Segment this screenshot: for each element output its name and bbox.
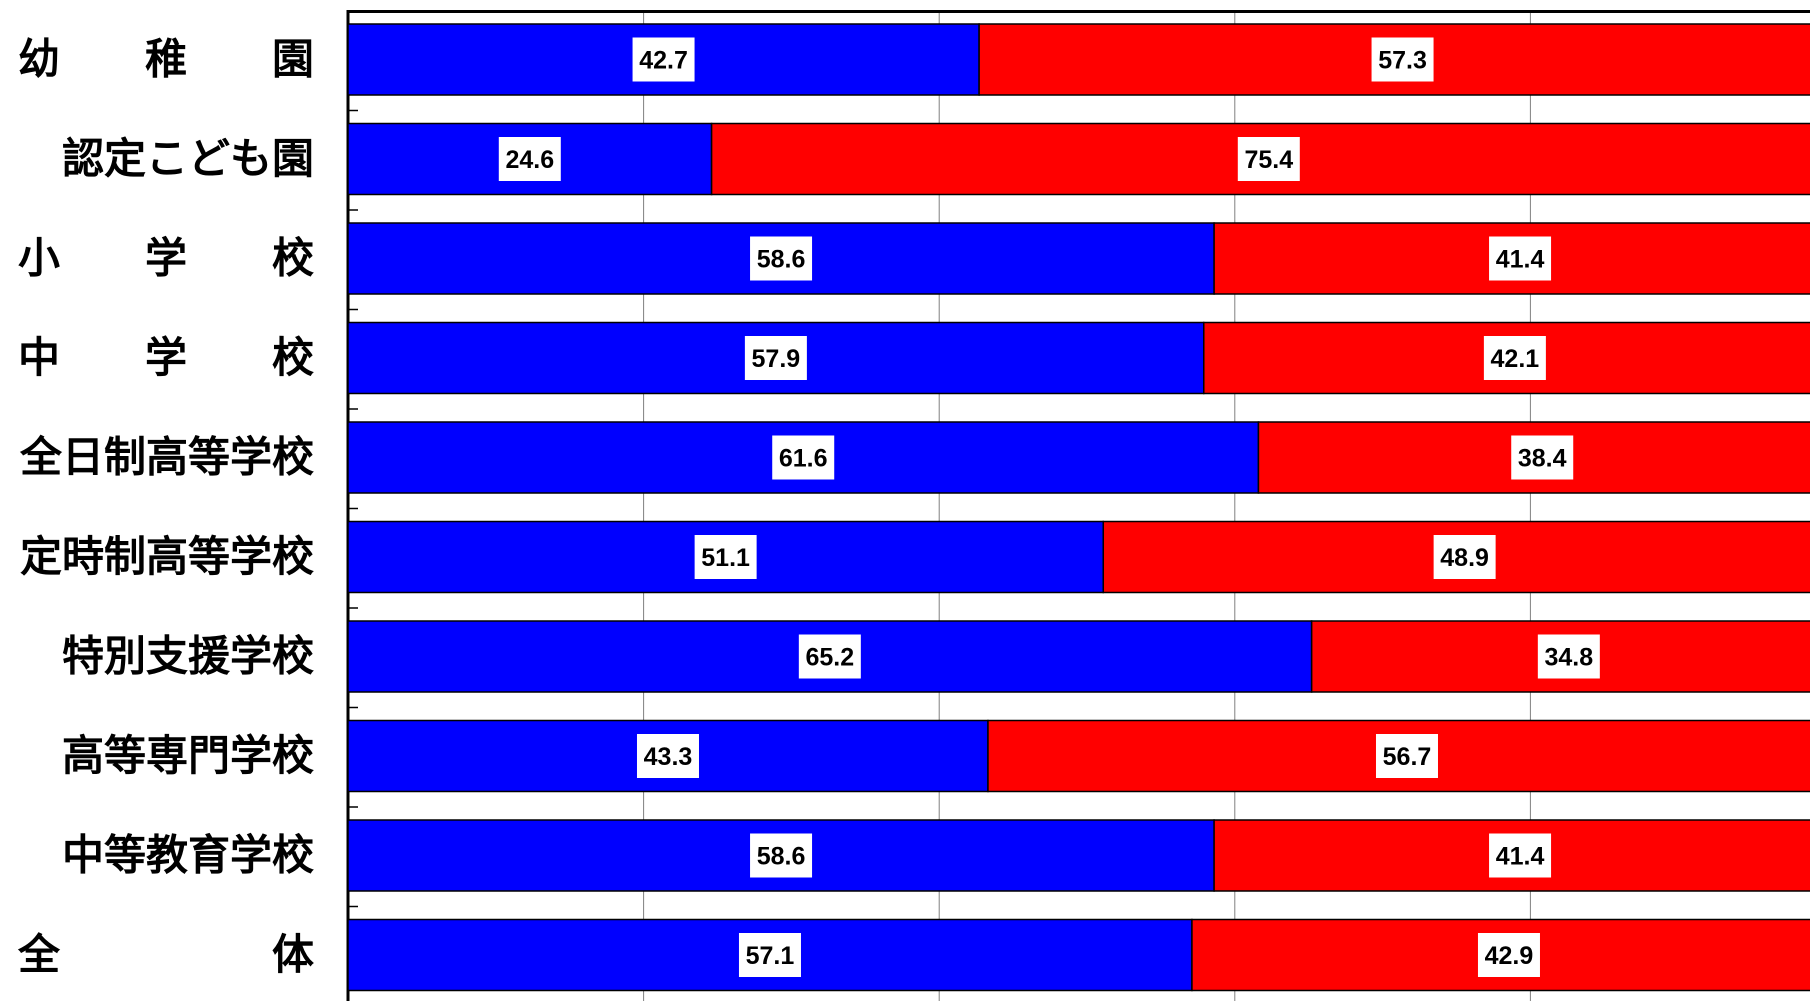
data-label-box-red-2 [1489, 236, 1552, 281]
data-label-blue-5: 51.1 [701, 544, 750, 572]
data-label-box-blue-9 [738, 933, 801, 977]
category-label-6: 特別支援学校 [62, 632, 314, 681]
data-label-box-blue-7 [636, 734, 699, 778]
category-label-7: 高等専門学校 [62, 731, 314, 780]
data-label-box-red-8 [1489, 833, 1552, 878]
data-label-red-1: 75.4 [1244, 146, 1293, 174]
data-label-blue-3: 57.9 [752, 345, 801, 373]
data-label-blue-1: 24.6 [505, 146, 554, 174]
data-label-box-red-3 [1483, 336, 1546, 380]
category-label-2: 小学校 [18, 234, 314, 283]
data-label-box-blue-3 [744, 336, 807, 380]
category-label-8: 中等教育学校 [62, 831, 314, 880]
data-label-red-5: 48.9 [1440, 544, 1489, 572]
category-label-9: 全体 [17, 930, 314, 979]
data-label-box-blue-0 [632, 37, 695, 82]
data-label-blue-7: 43.3 [644, 743, 693, 771]
bar-blue-0 [347, 23, 980, 96]
data-label-box-red-4 [1511, 435, 1574, 480]
data-label-blue-0: 42.7 [639, 47, 688, 75]
data-label-box-red-6 [1537, 634, 1600, 679]
data-label-red-7: 56.7 [1383, 743, 1432, 771]
category-label-1: 認定こども園 [62, 134, 314, 183]
data-label-red-8: 41.4 [1496, 843, 1545, 871]
data-label-box-blue-2 [750, 236, 813, 281]
data-label-blue-9: 57.1 [746, 942, 795, 970]
category-label-0: 幼稚園 [18, 35, 314, 84]
data-label-box-red-7 [1375, 734, 1438, 778]
data-label-box-blue-1 [498, 137, 561, 181]
data-label-blue-4: 61.6 [779, 445, 828, 473]
data-label-red-3: 42.1 [1491, 345, 1540, 373]
data-label-blue-2: 58.6 [757, 246, 806, 274]
data-label-box-blue-4 [772, 435, 835, 480]
bar-blue-9 [347, 918, 1193, 992]
data-label-box-blue-8 [750, 833, 813, 878]
data-label-box-blue-6 [798, 634, 861, 679]
data-label-box-red-5 [1433, 535, 1496, 579]
data-label-red-9: 42.9 [1485, 942, 1534, 970]
data-label-red-4: 38.4 [1518, 445, 1567, 473]
data-label-blue-8: 58.6 [757, 843, 806, 871]
category-label-5: 定時制高等学校 [20, 532, 314, 581]
data-label-box-red-9 [1477, 933, 1540, 977]
data-label-box-red-0 [1371, 37, 1434, 82]
category-label-3: 中学校 [18, 333, 314, 382]
data-label-red-2: 41.4 [1496, 246, 1545, 274]
data-label-red-6: 34.8 [1544, 644, 1593, 672]
data-label-blue-6: 65.2 [805, 644, 854, 672]
data-label-red-0: 57.3 [1378, 47, 1427, 75]
category-label-4: 全日制高等学校 [19, 433, 314, 482]
data-label-box-red-1 [1237, 137, 1300, 181]
data-label-box-blue-5 [694, 535, 757, 579]
